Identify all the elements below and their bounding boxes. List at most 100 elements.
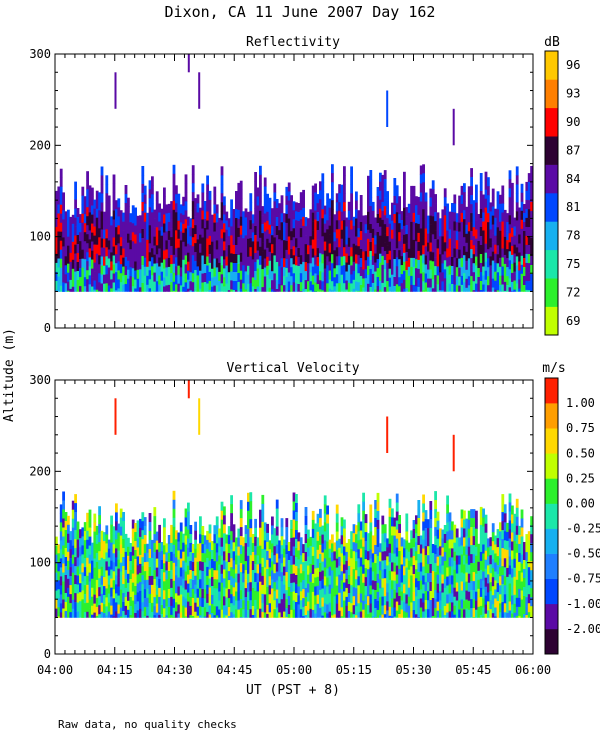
echo-cell	[89, 609, 92, 618]
echo-cell	[487, 574, 490, 583]
echo-cell	[501, 512, 504, 521]
echo-cell	[237, 255, 240, 264]
echo-cell	[209, 227, 212, 236]
echo-cell	[122, 276, 125, 285]
echo-cell	[168, 222, 171, 231]
echo-cell	[254, 226, 257, 235]
echo-cell	[403, 566, 406, 575]
echo-cell	[223, 614, 226, 617]
echo-cell	[461, 276, 464, 285]
echo-cell	[331, 209, 334, 218]
echo-cell	[405, 595, 408, 604]
echo-cell	[74, 245, 77, 254]
echo-cell	[110, 543, 113, 552]
echo-cell	[473, 581, 476, 590]
echo-cell	[257, 260, 260, 269]
echo-cell	[187, 262, 190, 271]
echo-cell	[74, 521, 77, 530]
echo-cell	[69, 576, 72, 585]
echo-cell	[237, 574, 240, 583]
echo-cell	[269, 270, 272, 279]
echo-cell	[389, 287, 392, 292]
echo-cell	[444, 233, 447, 242]
echo-cell	[341, 221, 344, 230]
echo-cell	[170, 534, 173, 543]
echo-cell	[422, 585, 425, 594]
echo-cell	[242, 283, 245, 291]
echo-cell	[504, 219, 507, 228]
echo-cell	[185, 509, 188, 518]
echo-cell	[516, 616, 519, 618]
echo-cell	[429, 207, 432, 216]
echo-cell	[245, 235, 248, 244]
echo-cell	[494, 572, 497, 581]
echo-cell	[511, 282, 514, 291]
echo-cell	[139, 215, 142, 224]
echo-cell	[516, 220, 519, 229]
echo-cell	[309, 537, 312, 546]
echo-cell	[331, 543, 334, 552]
echo-cell	[324, 251, 327, 260]
echo-cell	[163, 554, 166, 563]
echo-cell	[504, 291, 507, 292]
echo-cell	[453, 615, 456, 618]
echo-cell	[149, 234, 152, 243]
echo-cell	[261, 576, 264, 585]
echo-cell	[357, 594, 360, 603]
echo-cell	[122, 521, 125, 530]
echo-cell	[144, 213, 147, 222]
echo-cell	[65, 247, 68, 256]
echo-cell	[357, 549, 360, 558]
echo-cell	[141, 575, 144, 584]
echo-cell	[62, 273, 65, 282]
echo-cell	[353, 533, 356, 542]
echo-cell	[242, 555, 245, 564]
echo-cell	[499, 204, 502, 213]
echo-cell	[338, 238, 341, 247]
echo-cell	[237, 565, 240, 574]
echo-cell	[173, 219, 176, 228]
echo-cell	[79, 277, 82, 286]
echo-cell	[357, 576, 360, 585]
echo-cell	[96, 589, 99, 598]
echo-cell	[254, 271, 257, 280]
echo-cell	[398, 223, 401, 232]
echo-cell	[499, 285, 502, 292]
echo-cell	[353, 226, 356, 235]
echo-cell	[410, 557, 413, 566]
echo-cell	[307, 245, 310, 254]
echo-cell	[151, 540, 154, 549]
echo-cell	[276, 554, 279, 563]
echo-cell	[446, 213, 449, 222]
echo-cell	[293, 538, 296, 547]
echo-cell	[283, 258, 286, 267]
echo-cell	[225, 230, 228, 239]
echo-cell	[69, 585, 72, 594]
echo-cell	[93, 613, 96, 618]
echo-cell	[81, 250, 84, 259]
echo-cell	[381, 525, 384, 534]
echo-cell	[67, 237, 70, 246]
echo-cell	[295, 611, 298, 618]
echo-cell	[290, 520, 293, 529]
echo-cell	[348, 602, 351, 611]
echo-cell	[489, 564, 492, 573]
echo-cell	[300, 546, 303, 555]
echo-cell	[110, 243, 113, 252]
echo-cell	[329, 244, 332, 253]
echo-cell	[259, 193, 262, 202]
echo-cell	[480, 597, 483, 606]
echo-cell	[516, 499, 519, 508]
echo-cell	[343, 229, 346, 238]
echo-cell	[151, 558, 154, 567]
echo-cell	[177, 257, 180, 266]
echo-cell	[509, 251, 512, 260]
echo-cell	[60, 594, 63, 603]
echo-cell	[96, 607, 99, 616]
echo-cell	[170, 615, 173, 618]
echo-cell	[425, 238, 428, 247]
echo-cell	[81, 268, 84, 277]
echo-cell	[487, 258, 490, 267]
echo-cell	[300, 564, 303, 573]
echo-cell	[506, 285, 509, 292]
